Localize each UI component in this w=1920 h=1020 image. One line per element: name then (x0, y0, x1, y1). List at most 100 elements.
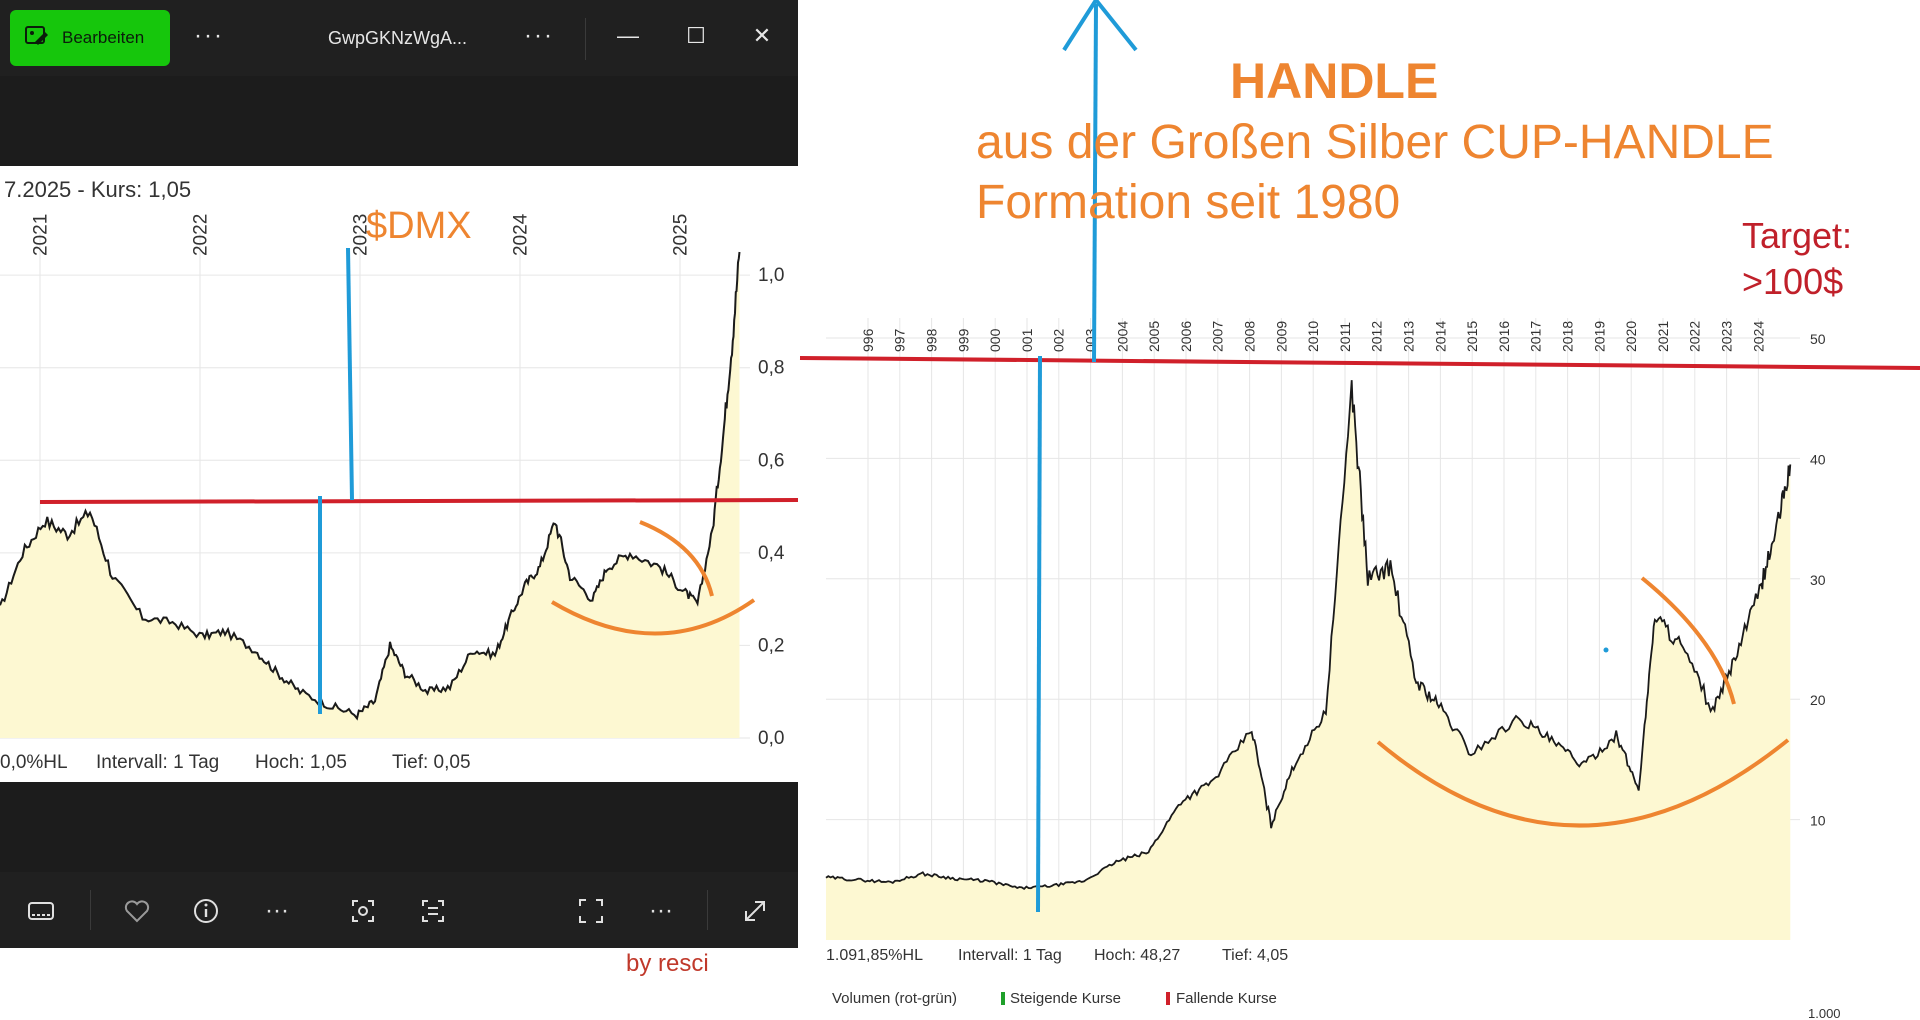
y-tick-label: 40 (1810, 451, 1826, 467)
silver-footer-interval: Intervall: 1 Tag (958, 947, 1062, 964)
silver-footer-high: Hoch: 48,27 (1094, 947, 1180, 964)
volume-axis-label: 1.000 (1808, 1006, 1841, 1020)
silver-handle-curve (1640, 576, 1736, 705)
target-value: >100$ (1742, 261, 1843, 302)
x-tick-label: 2011 (1337, 322, 1353, 352)
legend-up-label: Steigende Kurse (1010, 990, 1121, 1007)
info-icon[interactable] (191, 896, 221, 926)
y-tick-label: 0,6 (758, 450, 784, 471)
y-tick-label: 0,8 (758, 358, 784, 379)
x-tick-label: 2013 (1401, 321, 1417, 352)
dmx-footer-hl: 0,0%HL (0, 752, 68, 773)
dmx-y-axis: 0,0 0,2 0,4 0,6 0,8 1,0 (758, 265, 785, 749)
y-tick-label: 20 (1810, 692, 1826, 708)
y-tick-label: 50 (1810, 331, 1826, 347)
x-tick-label: 2015 (1464, 321, 1480, 352)
dmx-target-marker-line (346, 247, 354, 501)
volume-label: Volumen (rot-grün) (832, 990, 957, 1007)
x-tick-label: 2014 (1432, 321, 1448, 352)
edit-image-icon (24, 23, 50, 54)
x-tick-label: 2021 (31, 214, 52, 256)
x-tick-label: 2005 (1146, 321, 1162, 352)
x-tick-label: 2019 (1591, 321, 1607, 352)
dmx-chart: 2021 2022 2023 2024 2025 0,00,20,40,60,81,0 … (0, 166, 798, 782)
close-button[interactable]: ✕ (752, 23, 772, 48)
annotation-subtitle-line1: aus der Großen Silber CUP-HANDLE (976, 116, 1774, 169)
dmx-footer-low: Tief: 0,05 (392, 752, 471, 773)
x-tick-label: 2022 (1687, 321, 1703, 352)
x-tick-label: 002 (1051, 328, 1067, 352)
filmstrip-icon[interactable] (26, 896, 56, 926)
legend-down-label: Fallende Kurse (1176, 990, 1277, 1007)
x-tick-label: 001 (1019, 328, 1035, 352)
target-label: Target: (1742, 215, 1852, 256)
visual-search-icon[interactable] (348, 896, 378, 926)
silver-blue-dot (1603, 647, 1609, 653)
x-tick-label: 2004 (1114, 321, 1130, 352)
silver-chart: 996 997 998 999 000 001 002 003 2004 2005 2006 2007… (799, 0, 1920, 1020)
x-tick-label: 998 (924, 328, 940, 352)
handle-title: HANDLE (1230, 53, 1438, 109)
x-tick-label: 2024 (511, 213, 532, 256)
edit-button[interactable]: Bearbeiten (10, 10, 170, 66)
viewer-title-bar: Bearbeiten ··· GwpGKNzWgA... ··· — ☐ ✕ (0, 0, 798, 76)
silver-y-axis: 10 20 30 40 50 (1810, 331, 1826, 829)
dmx-chart-header: 7.2025 - Kurs: 1,05 (4, 177, 191, 202)
legend-down-swatch (1166, 992, 1170, 1005)
expand-icon[interactable] (740, 896, 770, 926)
x-tick-label: 2016 (1496, 321, 1512, 352)
minimize-button[interactable]: — (617, 23, 639, 48)
silver-footer-low: Tief: 4,05 (1222, 947, 1288, 964)
silver-price-line (825, 380, 1792, 891)
toolbar-more-button[interactable]: ··· (265, 897, 289, 924)
y-tick-label: 30 (1810, 572, 1826, 588)
viewer-bottom-toolbar: ··· ··· (0, 872, 798, 948)
toolbar-divider (90, 890, 91, 930)
x-tick-label: 2007 (1210, 321, 1226, 352)
legend-up-swatch (1001, 992, 1005, 1005)
dmx-handle-curve (639, 520, 714, 597)
text-scan-icon[interactable] (418, 896, 448, 926)
annotation-subtitle-line2: Formation seit 1980 (976, 176, 1400, 229)
x-tick-label: 2024 (1750, 321, 1766, 352)
silver-up-arrow-shaft (1092, 3, 1098, 363)
y-tick-label: 0,4 (758, 543, 785, 564)
silver-cup-curve (1376, 738, 1790, 828)
more-options-button[interactable]: ··· (194, 22, 224, 49)
silver-up-arrow-icon (1062, 0, 1138, 52)
dmx-footer-interval: Intervall: 1 Tag (96, 752, 219, 773)
x-tick-label: 2006 (1178, 321, 1194, 352)
fit-to-window-icon[interactable] (576, 896, 606, 926)
x-tick-label: 2018 (1560, 321, 1576, 352)
maximize-button[interactable]: ☐ (686, 23, 706, 48)
y-tick-label: 1,0 (758, 265, 784, 286)
x-tick-label: 2008 (1242, 321, 1258, 352)
file-more-options-button[interactable]: ··· (524, 22, 554, 49)
x-tick-label: 2012 (1369, 321, 1385, 352)
heart-icon[interactable] (122, 896, 152, 926)
silver-x-axis: 996 997 998 999 000 001 002 003 2004 2005 2006 2007… (860, 321, 1766, 352)
x-tick-label: 2025 (671, 214, 692, 256)
x-tick-label: 2023 (1719, 321, 1735, 352)
x-tick-label: 000 (987, 328, 1003, 352)
dmx-resistance-line (39, 498, 798, 504)
silver-resistance-line (799, 356, 1920, 370)
x-tick-label: 999 (955, 328, 971, 352)
author-credit: by resci (626, 950, 709, 977)
x-tick-label: 2020 (1623, 321, 1639, 352)
dmx-footer-high: Hoch: 1,05 (255, 752, 347, 773)
silver-footer-hl: 1.091,85%HL (826, 947, 923, 964)
silver-price-area (826, 380, 1791, 940)
y-tick-label: 0,0 (758, 728, 784, 749)
file-name: GwpGKNzWgA... (328, 28, 468, 48)
y-tick-label: 0,2 (758, 635, 784, 656)
x-tick-label: 2010 (1305, 321, 1321, 352)
view-more-button[interactable]: ··· (649, 897, 673, 924)
x-tick-label: 997 (892, 328, 908, 352)
edit-button-label: Bearbeiten (62, 28, 145, 47)
dmx-price-line (0, 251, 741, 721)
dmx-x-axis: 2021 2022 2023 2024 2025 (31, 213, 692, 256)
x-tick-label: 996 (860, 328, 876, 352)
dmx-price-area (0, 252, 740, 738)
dmx-ticker-label: $DMX (366, 205, 472, 247)
